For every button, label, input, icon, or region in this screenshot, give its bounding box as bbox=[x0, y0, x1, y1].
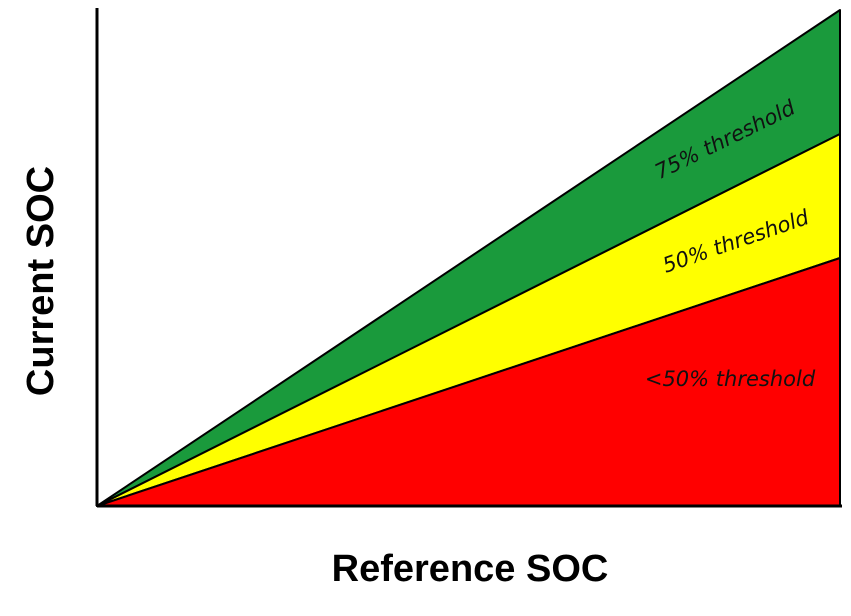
x-axis-title: Reference SOC bbox=[332, 548, 609, 590]
y-axis-title: Current SOC bbox=[20, 166, 62, 396]
zone-3-label: <50% threshold bbox=[645, 367, 816, 391]
threshold-zones bbox=[96, 9, 841, 507]
